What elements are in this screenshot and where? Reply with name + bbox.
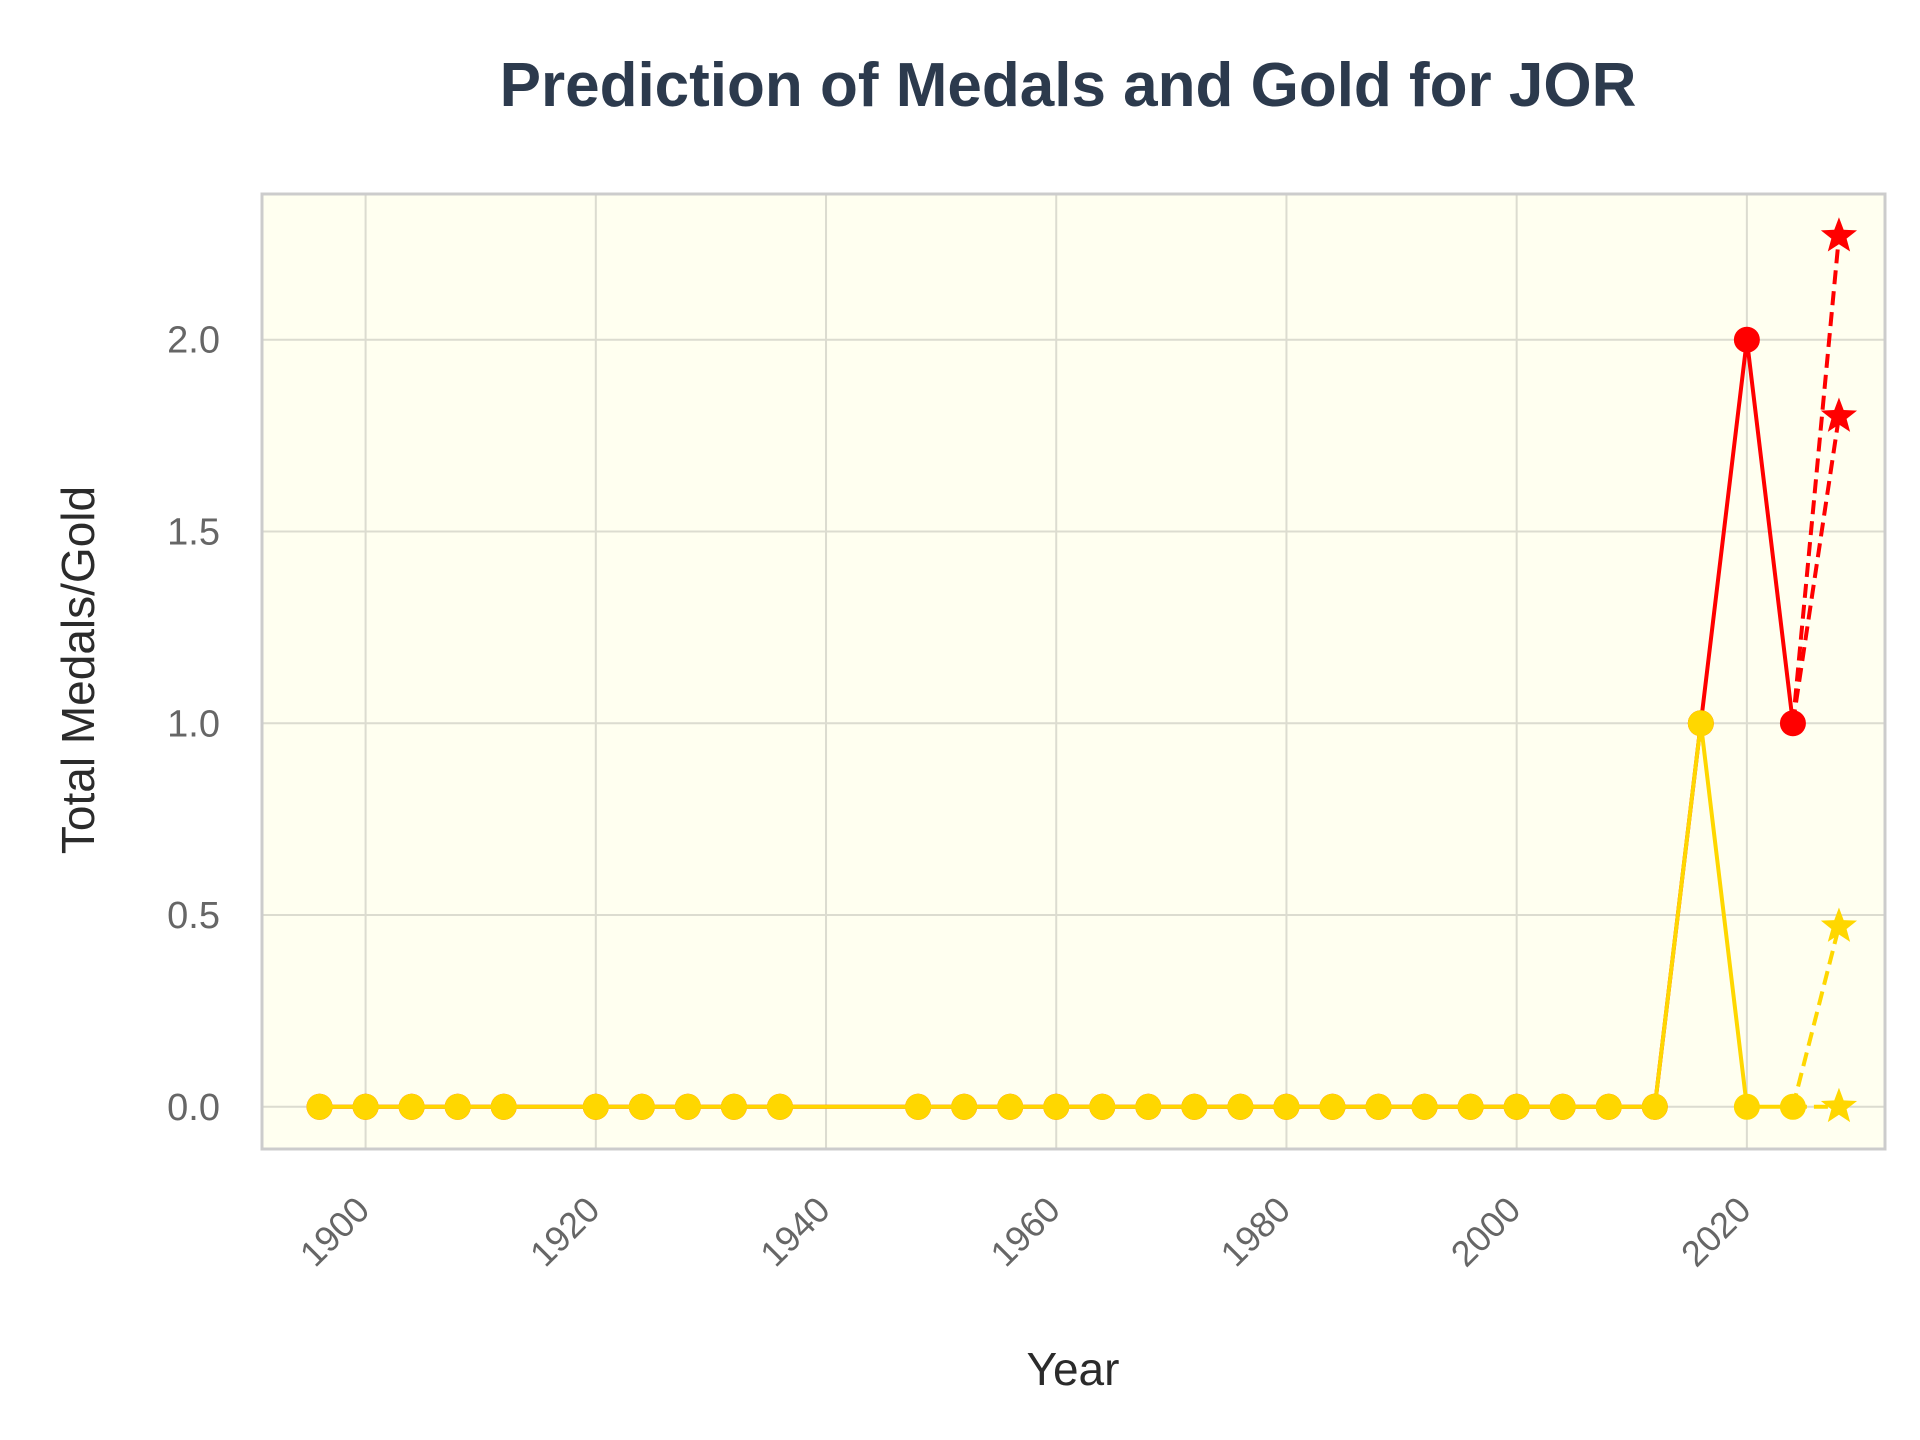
data-point	[1733, 1093, 1760, 1120]
plot-border	[260, 192, 1887, 1151]
data-point	[444, 1093, 471, 1120]
data-point	[997, 1093, 1024, 1120]
series-1	[306, 710, 1806, 1120]
series-layer	[306, 217, 1858, 1123]
series-line	[1790, 926, 1841, 1108]
data-point	[1365, 1093, 1392, 1120]
y-tick-label: 2.0	[167, 320, 220, 362]
data-point	[1595, 1093, 1622, 1120]
data-point	[1089, 1093, 1116, 1120]
grid-lines	[262, 194, 1885, 1149]
data-point	[905, 1093, 932, 1120]
data-point	[398, 1093, 425, 1120]
data-point	[1687, 710, 1714, 737]
data-point	[1641, 1093, 1668, 1120]
x-axis-label: Year	[1027, 1343, 1120, 1395]
data-point	[352, 1093, 379, 1120]
series-line	[1790, 416, 1841, 724]
data-point	[674, 1093, 701, 1120]
forecast-point	[1820, 217, 1858, 252]
data-point	[1319, 1093, 1346, 1120]
data-point	[1549, 1093, 1576, 1120]
data-point	[582, 1093, 609, 1120]
data-point	[1043, 1093, 1070, 1120]
series-line	[1790, 236, 1841, 724]
y-axis-label: Total Medals/Gold	[52, 486, 104, 854]
data-point	[490, 1093, 517, 1120]
x-tick-label: 1940	[752, 1189, 838, 1275]
series-2	[1790, 217, 1858, 724]
chart-title: Prediction of Medals and Gold for JOR	[500, 51, 1637, 120]
data-point	[306, 1093, 333, 1120]
data-point	[1273, 1093, 1300, 1120]
x-tick-label: 2020	[1673, 1189, 1759, 1275]
x-tick-label: 1900	[292, 1189, 378, 1275]
x-tick-label: 1980	[1212, 1189, 1298, 1275]
data-point	[766, 1093, 793, 1120]
forecast-point	[1820, 397, 1858, 432]
forecast-point	[1820, 907, 1858, 942]
y-tick-labels: 0.0 0.5 1.0 1.5 2.0	[167, 320, 220, 1129]
y-tick-label: 1.5	[167, 512, 220, 554]
y-tick-label: 0.5	[167, 895, 220, 937]
y-tick-label: 0.0	[167, 1087, 220, 1129]
y-tick-label: 1.0	[167, 703, 220, 745]
x-tick-labels: 1900 1920 1940 1960 1980 2000 2020	[292, 1189, 1759, 1275]
series-4	[1790, 907, 1858, 1108]
series-3	[1790, 397, 1858, 724]
data-point	[1733, 326, 1760, 353]
data-point	[1503, 1093, 1530, 1120]
data-point	[1457, 1093, 1484, 1120]
series-5	[1792, 1087, 1858, 1123]
x-tick-label: 1960	[982, 1189, 1068, 1275]
data-point	[1135, 1093, 1162, 1120]
data-point	[1227, 1093, 1254, 1120]
data-point	[720, 1093, 747, 1120]
plot-area	[262, 194, 1885, 1149]
data-point	[1411, 1093, 1438, 1120]
forecast-point	[1820, 1087, 1858, 1123]
data-point	[628, 1093, 655, 1120]
data-point	[1181, 1093, 1208, 1120]
x-tick-label: 2000	[1443, 1189, 1529, 1275]
data-point	[951, 1093, 978, 1120]
x-tick-label: 1920	[522, 1189, 608, 1275]
